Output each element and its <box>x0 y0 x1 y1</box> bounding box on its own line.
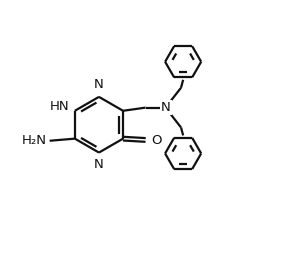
Text: O: O <box>151 134 162 147</box>
Text: H₂N: H₂N <box>22 134 47 147</box>
Text: N: N <box>94 158 104 172</box>
Text: HN: HN <box>49 99 69 113</box>
Text: N: N <box>94 78 104 91</box>
Text: N: N <box>161 101 171 114</box>
